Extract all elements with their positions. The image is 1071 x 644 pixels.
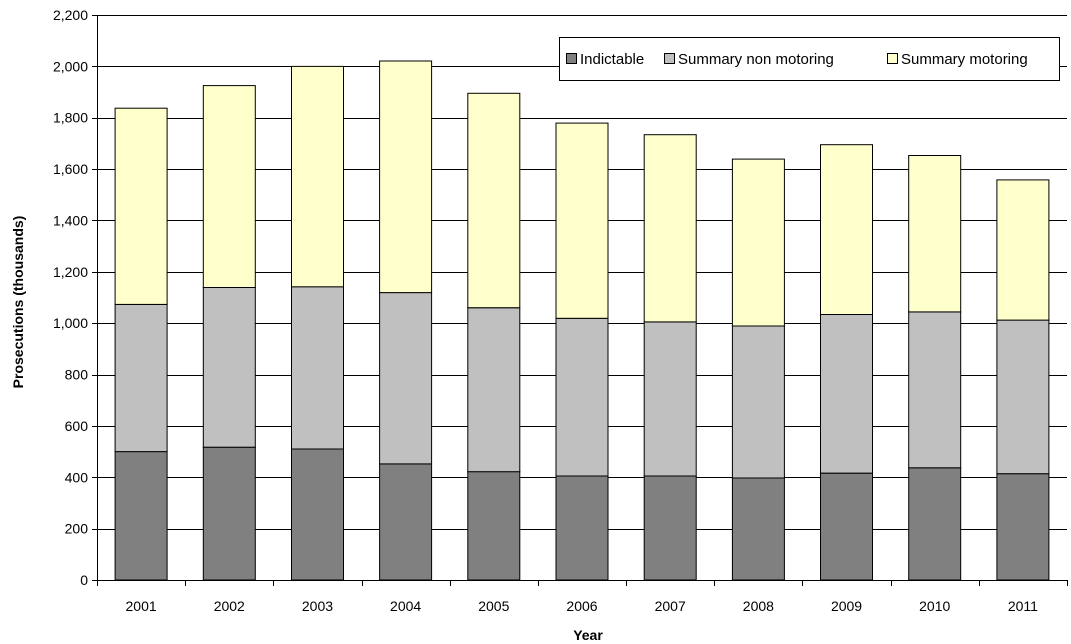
y-tick-label: 0 <box>80 572 88 588</box>
y-tick-label: 400 <box>65 469 89 485</box>
x-tick-label: 2002 <box>214 598 245 614</box>
bar-segment-indictable <box>908 467 962 581</box>
bar-segment-indictable <box>643 475 697 581</box>
y-tick-label: 1,800 <box>53 110 88 126</box>
bar-segment-summary-motoring <box>114 107 168 305</box>
legend-swatch <box>566 53 577 64</box>
y-tick-label: 2,000 <box>53 58 88 74</box>
bar-segment-summary-non-motoring <box>467 307 521 473</box>
bar-segment-indictable <box>996 473 1050 581</box>
axes <box>92 15 1068 586</box>
bars <box>114 60 1050 581</box>
bar-segment-indictable <box>820 472 873 581</box>
x-tick-label: 2008 <box>743 598 774 614</box>
y-tick-label: 800 <box>65 367 89 383</box>
bar-segment-summary-non-motoring <box>114 303 168 453</box>
x-tick-label: 2010 <box>919 598 950 614</box>
x-tick-label: 2005 <box>478 598 509 614</box>
y-tick-label: 1,200 <box>53 264 88 280</box>
y-tick-label: 2,200 <box>53 7 88 23</box>
x-tick-label: 2004 <box>390 598 421 614</box>
bar-segment-summary-motoring <box>908 155 962 313</box>
x-tick-label: 2003 <box>302 598 333 614</box>
x-tick-label: 2007 <box>655 598 686 614</box>
y-tick-labels: 0 200 400 600 800 1,000 1,200 1,400 1,600 1,800 2,… <box>53 7 88 588</box>
bar-segment-indictable <box>555 475 609 581</box>
y-tick-label: 1,600 <box>53 161 88 177</box>
bar-segment-indictable <box>202 446 256 581</box>
legend-label: Summary non motoring <box>678 51 834 68</box>
x-axis-title: Year <box>573 627 603 643</box>
bar-segment-summary-non-motoring <box>555 317 609 477</box>
bar-segment-summary-motoring <box>202 85 256 288</box>
bar-segment-indictable <box>379 463 433 581</box>
y-axis-title: Prosecutions (thousands) <box>10 216 26 389</box>
legend-swatch <box>887 53 898 64</box>
bar-segment-summary-non-motoring <box>643 321 697 477</box>
legend-swatch <box>664 53 675 64</box>
bar-segment-indictable <box>731 477 785 581</box>
bar-segment-summary-non-motoring <box>820 313 873 474</box>
legend-box <box>559 37 1060 81</box>
x-tick-labels: 2001 2002 2003 2004 2005 2006 2007 2008 2009 2010… <box>126 598 1039 614</box>
bar-segment-summary-motoring <box>820 144 873 315</box>
bar-segment-summary-motoring <box>291 65 344 288</box>
bar-segment-summary-non-motoring <box>379 292 433 465</box>
y-tick-label: 600 <box>65 418 89 434</box>
legend-label: Indictable <box>580 51 644 68</box>
y-tick-label: 200 <box>65 521 89 537</box>
legend: Indictable Summary non motoring Summary mo… <box>559 37 1060 81</box>
bar-segment-indictable <box>467 471 521 581</box>
bar-segment-summary-motoring <box>731 158 785 327</box>
bar-segment-indictable <box>291 448 344 581</box>
bar-segment-summary-non-motoring <box>996 319 1050 475</box>
bar-segment-summary-motoring <box>555 122 609 319</box>
bar-segment-indictable <box>114 451 168 581</box>
bar-segment-summary-motoring <box>996 179 1050 321</box>
bar-segment-summary-motoring <box>467 92 521 309</box>
bar-segment-summary-non-motoring <box>908 311 962 469</box>
bar-segment-summary-non-motoring <box>291 286 344 450</box>
x-tick-label: 2011 <box>1008 598 1038 614</box>
y-tick-label: 1,000 <box>53 315 88 331</box>
bar-segment-summary-non-motoring <box>202 287 256 448</box>
bar-segment-summary-motoring <box>643 134 697 323</box>
legend-label: Summary motoring <box>901 51 1028 68</box>
bar-segment-summary-non-motoring <box>731 325 785 479</box>
x-tick-label: 2006 <box>566 598 597 614</box>
x-tick-label: 2009 <box>831 598 862 614</box>
y-tick-label: 1,400 <box>53 212 88 228</box>
bar-segment-summary-motoring <box>379 60 433 294</box>
x-tick-label: 2001 <box>126 598 157 614</box>
